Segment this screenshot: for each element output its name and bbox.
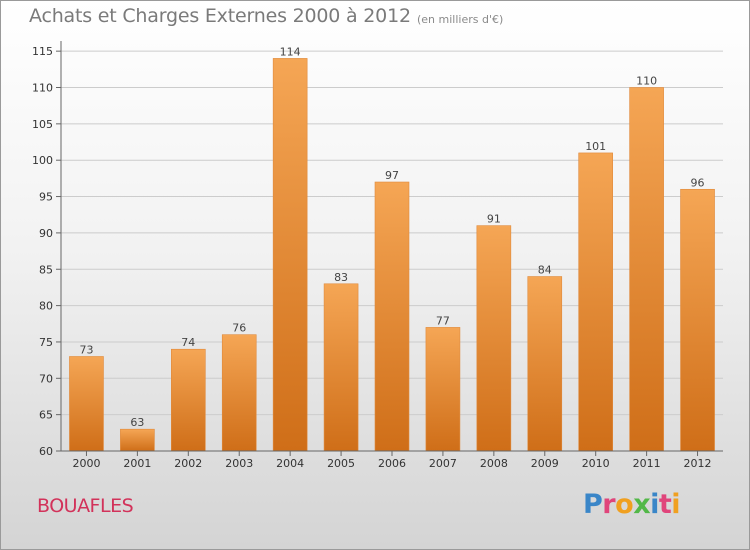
- y-tick-label: 75: [39, 336, 53, 349]
- x-tick-label: 2010: [582, 457, 610, 470]
- logo-letter: i: [671, 489, 681, 520]
- x-tick-label: 2000: [72, 457, 100, 470]
- bar: [221, 334, 257, 452]
- bar: [578, 152, 613, 452]
- bar-value-label: 91: [487, 213, 501, 226]
- y-tick-label: 60: [39, 445, 53, 458]
- x-tick-label: 2011: [633, 457, 661, 470]
- bar-value-label: 76: [232, 322, 246, 335]
- y-tick-label: 80: [39, 300, 53, 313]
- bar: [629, 87, 664, 452]
- bar-value-label: 84: [538, 264, 552, 277]
- commune-name: BOUAFLES: [37, 495, 134, 517]
- chart-unit-note: (en milliers d'€): [417, 13, 504, 26]
- y-tick-label: 95: [39, 191, 53, 204]
- x-tick-label: 2009: [531, 457, 559, 470]
- logo-letter: r: [602, 489, 616, 520]
- bar: [120, 428, 155, 452]
- bar-value-label: 101: [585, 140, 606, 153]
- bar: [374, 181, 410, 452]
- bar: [476, 225, 512, 452]
- y-tick-label: 90: [39, 227, 53, 240]
- bar: [680, 188, 715, 452]
- x-tick-label: 2004: [276, 457, 304, 470]
- bar-value-label: 96: [691, 176, 705, 189]
- chart-title: Achats et Charges Externes 2000 à 2012: [29, 5, 411, 27]
- bar-value-label: 73: [79, 343, 93, 356]
- bar: [272, 58, 308, 452]
- y-tick-label: 65: [39, 409, 53, 422]
- x-tick-label: 2007: [429, 457, 457, 470]
- bar: [69, 356, 104, 452]
- bars: [69, 58, 715, 452]
- bar-value-label: 83: [334, 271, 348, 284]
- y-tick-label: 100: [32, 154, 53, 167]
- bar: [425, 327, 461, 452]
- axes: [56, 41, 723, 456]
- bar-value-label: 74: [181, 336, 195, 349]
- proxiti-logo[interactable]: Proxiti: [583, 489, 681, 520]
- bar-value-label: 114: [280, 45, 301, 58]
- logo-letter: i: [650, 489, 659, 520]
- y-tick-label: 105: [32, 118, 53, 131]
- x-tick-label: 2006: [378, 457, 406, 470]
- bar-value-label: 63: [130, 416, 144, 429]
- logo-letter: o: [615, 489, 634, 520]
- y-tick-label: 70: [39, 372, 53, 385]
- x-tick-label: 2003: [225, 457, 253, 470]
- logo-letter: P: [583, 489, 603, 520]
- x-tick-label: 2012: [684, 457, 712, 470]
- bar: [527, 276, 563, 452]
- labels: 60 65 70 75 80 85 90 95 100 105 110 115 73 2000 63 2001…: [32, 45, 712, 470]
- bar-value-label: 110: [636, 75, 657, 88]
- x-tick-label: 2008: [480, 457, 508, 470]
- bar-value-label: 77: [436, 314, 450, 327]
- bar-value-label: 97: [385, 169, 399, 182]
- x-tick-label: 2002: [174, 457, 202, 470]
- bar: [323, 283, 359, 452]
- y-tick-label: 85: [39, 263, 53, 276]
- x-tick-label: 2005: [327, 457, 355, 470]
- x-tick-label: 2001: [123, 457, 151, 470]
- logo-letter: t: [658, 489, 672, 520]
- bar: [171, 348, 206, 452]
- y-tick-label: 115: [32, 45, 53, 58]
- logo-letter: x: [633, 489, 651, 520]
- y-tick-label: 110: [32, 82, 53, 95]
